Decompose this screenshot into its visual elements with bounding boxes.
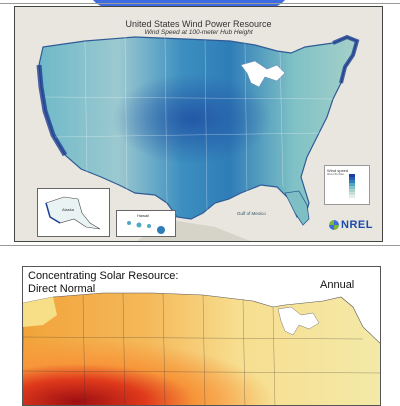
- wind-map-title: United States Wind Power Resource: [125, 19, 272, 29]
- solar-map-graphic: [23, 267, 380, 405]
- great-lakes: [240, 60, 286, 88]
- wind-resource-map: United States Wind Power Resource Wind S…: [14, 6, 383, 242]
- alaska-map: [45, 196, 101, 230]
- legend-color-scale: [349, 174, 355, 198]
- gulf-label: Gulf of Mexico: [237, 211, 266, 216]
- solar-great-lakes: [277, 306, 320, 336]
- legend-text: About the Data: [327, 173, 344, 176]
- alaska-label: Alaska: [62, 207, 75, 212]
- wind-legend: Wind speed About the Data: [324, 165, 370, 205]
- solar-title-line2: Direct Normal: [28, 283, 96, 295]
- solar-title-line1: Concentrating Solar Resource:: [28, 270, 179, 282]
- hawaii-inset: Hawaii: [116, 210, 176, 237]
- top-tab: [88, 0, 290, 8]
- hawaii-label: Hawaii: [137, 213, 150, 218]
- divider: [0, 3, 400, 4]
- divider: [0, 245, 400, 246]
- florida: [284, 190, 310, 226]
- wind-map-subtitle: Wind Speed at 100-meter Hub Height: [144, 29, 253, 36]
- solar-resource-map: Concentrating Solar Resource: Direct Nor…: [22, 266, 381, 406]
- nrel-logo: NREL: [329, 219, 379, 231]
- alaska-inset: Alaska: [37, 188, 110, 237]
- hawaii-map: [127, 221, 165, 234]
- nrel-logo-text: NREL: [341, 219, 373, 231]
- legend-title: Wind speed: [327, 168, 349, 173]
- nrel-mark-icon: [329, 220, 339, 230]
- solar-map-title: Concentrating Solar Resource: Direct Nor…: [28, 270, 178, 296]
- solar-period-label: Annual: [320, 279, 355, 291]
